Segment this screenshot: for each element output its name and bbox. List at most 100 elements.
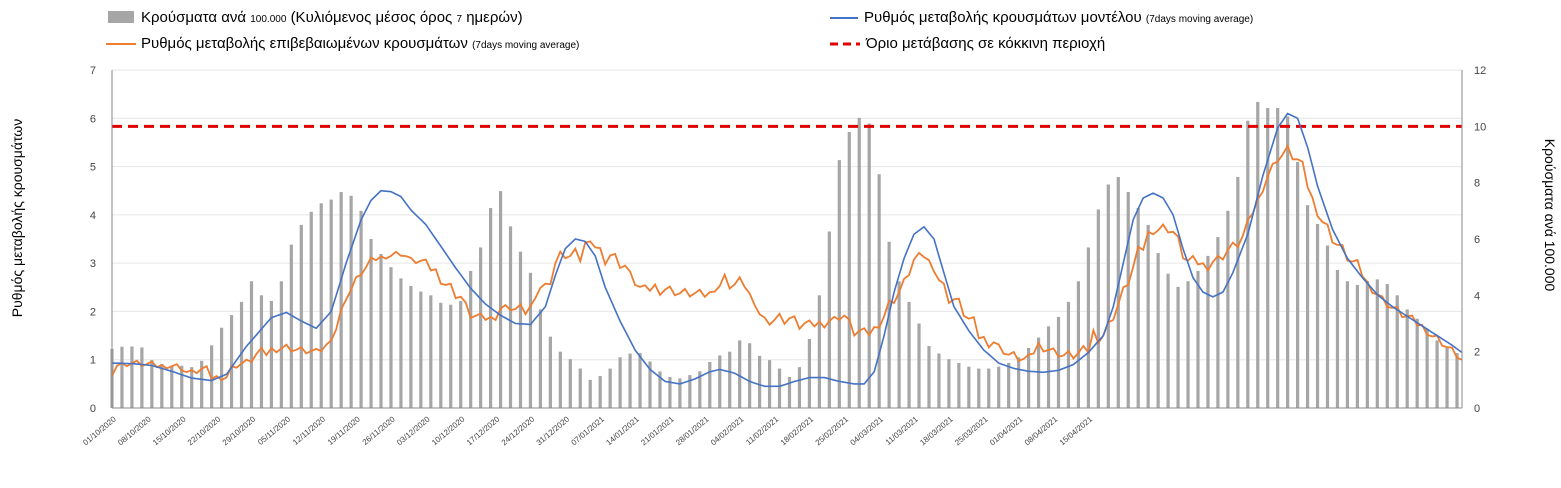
bar [1226, 210, 1230, 408]
x-tick: 01/04/2021 [988, 414, 1025, 447]
bar [807, 338, 812, 408]
bar [439, 302, 443, 408]
x-tick: 25/03/2021 [953, 414, 990, 447]
y-tick-left: 1 [90, 355, 96, 367]
model-series-line [111, 112, 1463, 388]
bar [1216, 237, 1220, 408]
bar [877, 174, 881, 408]
bar [867, 123, 871, 409]
bar [1146, 224, 1150, 408]
bar [160, 363, 164, 408]
x-tick: 05/11/2020 [256, 414, 292, 447]
bar [678, 378, 682, 408]
bar [777, 368, 782, 408]
bar [1076, 281, 1081, 408]
x-tick: 18/03/2021 [918, 414, 955, 447]
bar [309, 211, 313, 408]
bar [429, 295, 433, 408]
bar [738, 340, 742, 408]
bar [1325, 245, 1330, 408]
x-tick: 14/01/2021 [604, 414, 641, 447]
y-tick-right: 2 [1474, 347, 1480, 359]
legend: Κρούσματα ανά 100.000 (Κυλιόμενος μέσος … [106, 9, 1253, 52]
y-tick-right: 12 [1474, 65, 1486, 77]
bar [1425, 329, 1429, 408]
bar [598, 376, 602, 408]
x-tick: 11/02/2021 [744, 414, 780, 447]
legend-bars-label: Κρούσματα ανά 100.000 (Κυλιόμενος μέσος … [141, 9, 523, 26]
bar [897, 281, 901, 408]
bar [997, 366, 1001, 408]
bar [190, 367, 194, 408]
bar [1036, 337, 1041, 408]
bar [1395, 295, 1399, 408]
bar [927, 346, 931, 408]
bar [698, 371, 702, 408]
y-tick-left: 0 [90, 403, 96, 415]
bar [538, 309, 543, 408]
bar [1445, 347, 1449, 408]
bar [319, 203, 323, 408]
bar [977, 368, 981, 408]
bar [568, 359, 572, 408]
bar [180, 365, 184, 408]
bar [150, 360, 154, 408]
y-tick-left: 7 [90, 65, 96, 77]
bar [1116, 177, 1120, 408]
x-tick: 26/11/2020 [361, 414, 397, 447]
bar [787, 377, 792, 408]
bar [1375, 279, 1379, 408]
bar [548, 336, 552, 408]
bar [1405, 309, 1409, 408]
x-tick: 31/12/2020 [535, 414, 572, 447]
bar [369, 239, 373, 408]
bar [1166, 273, 1170, 408]
bar [758, 355, 762, 408]
bar [259, 295, 264, 408]
bar [170, 365, 174, 408]
bar [1086, 247, 1090, 408]
bar [518, 251, 523, 408]
bar [1126, 192, 1130, 408]
bar [229, 315, 234, 408]
x-tick: 10/12/2020 [430, 414, 467, 447]
y-axis-right-title: Κρούσματα ανά 100.000 [1542, 139, 1558, 292]
x-tick: 07/01/2021 [570, 414, 607, 447]
x-tick: 28/01/2021 [674, 414, 711, 447]
bar [638, 353, 642, 408]
bar [120, 346, 124, 408]
bar [588, 379, 592, 408]
x-tick: 04/03/2021 [848, 414, 885, 447]
bar [937, 353, 941, 408]
bar [389, 267, 393, 408]
x-tick: 17/12/2020 [465, 414, 502, 447]
bar [578, 368, 582, 408]
bar [1455, 353, 1459, 408]
bar [1056, 316, 1061, 408]
confirmed-series-line [111, 144, 1463, 382]
bar [1296, 162, 1300, 408]
y-tick-left: 4 [90, 210, 96, 222]
bar [1027, 347, 1031, 408]
bar [399, 278, 403, 408]
bar [140, 347, 144, 408]
bar [857, 117, 861, 408]
bar [528, 272, 533, 408]
bar [479, 247, 483, 408]
bar [1335, 269, 1340, 408]
x-tick: 19/11/2020 [326, 414, 362, 447]
bar [957, 362, 961, 408]
bar [1046, 326, 1051, 408]
bar [349, 195, 353, 408]
bar [1017, 357, 1021, 408]
bar [1066, 301, 1071, 408]
x-tick: 29/10/2020 [221, 414, 258, 447]
bar [359, 210, 363, 408]
bar [628, 353, 632, 408]
bar [469, 270, 473, 408]
bar [917, 323, 921, 408]
bar [409, 285, 413, 408]
bar [239, 301, 244, 408]
bar [668, 377, 672, 408]
bar [1196, 270, 1200, 408]
